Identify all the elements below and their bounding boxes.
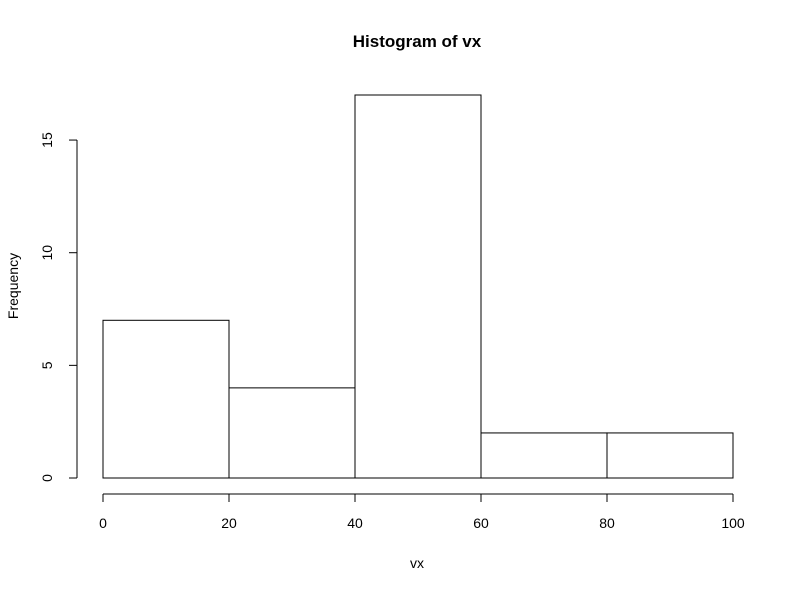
y-tick-label: 10: [39, 245, 55, 261]
histogram-bar-5: [606, 432, 734, 479]
histogram-bar-3: [354, 94, 482, 479]
x-tick-label: 60: [473, 515, 489, 531]
y-axis-label: Frequency: [5, 253, 21, 319]
histogram-bar-1: [102, 319, 230, 479]
x-tick-label: 40: [347, 515, 363, 531]
y-tick-label: 15: [39, 132, 55, 148]
bars-group: [102, 94, 734, 479]
histogram-bar-2: [228, 387, 356, 479]
x-tick-label: 0: [99, 515, 107, 531]
histogram-bar-4: [480, 432, 608, 479]
x-axis: 0 20 40 60 80 100: [99, 493, 745, 531]
y-tick-label: 5: [39, 361, 55, 369]
x-tick-label: 20: [221, 515, 237, 531]
y-axis: 0 5 10 15: [39, 132, 78, 482]
x-axis-label: vx: [410, 555, 424, 571]
chart-title: Histogram of vx: [353, 32, 482, 51]
x-tick-label: 80: [599, 515, 615, 531]
y-tick-label: 0: [39, 474, 55, 482]
x-tick-label: 100: [721, 515, 745, 531]
